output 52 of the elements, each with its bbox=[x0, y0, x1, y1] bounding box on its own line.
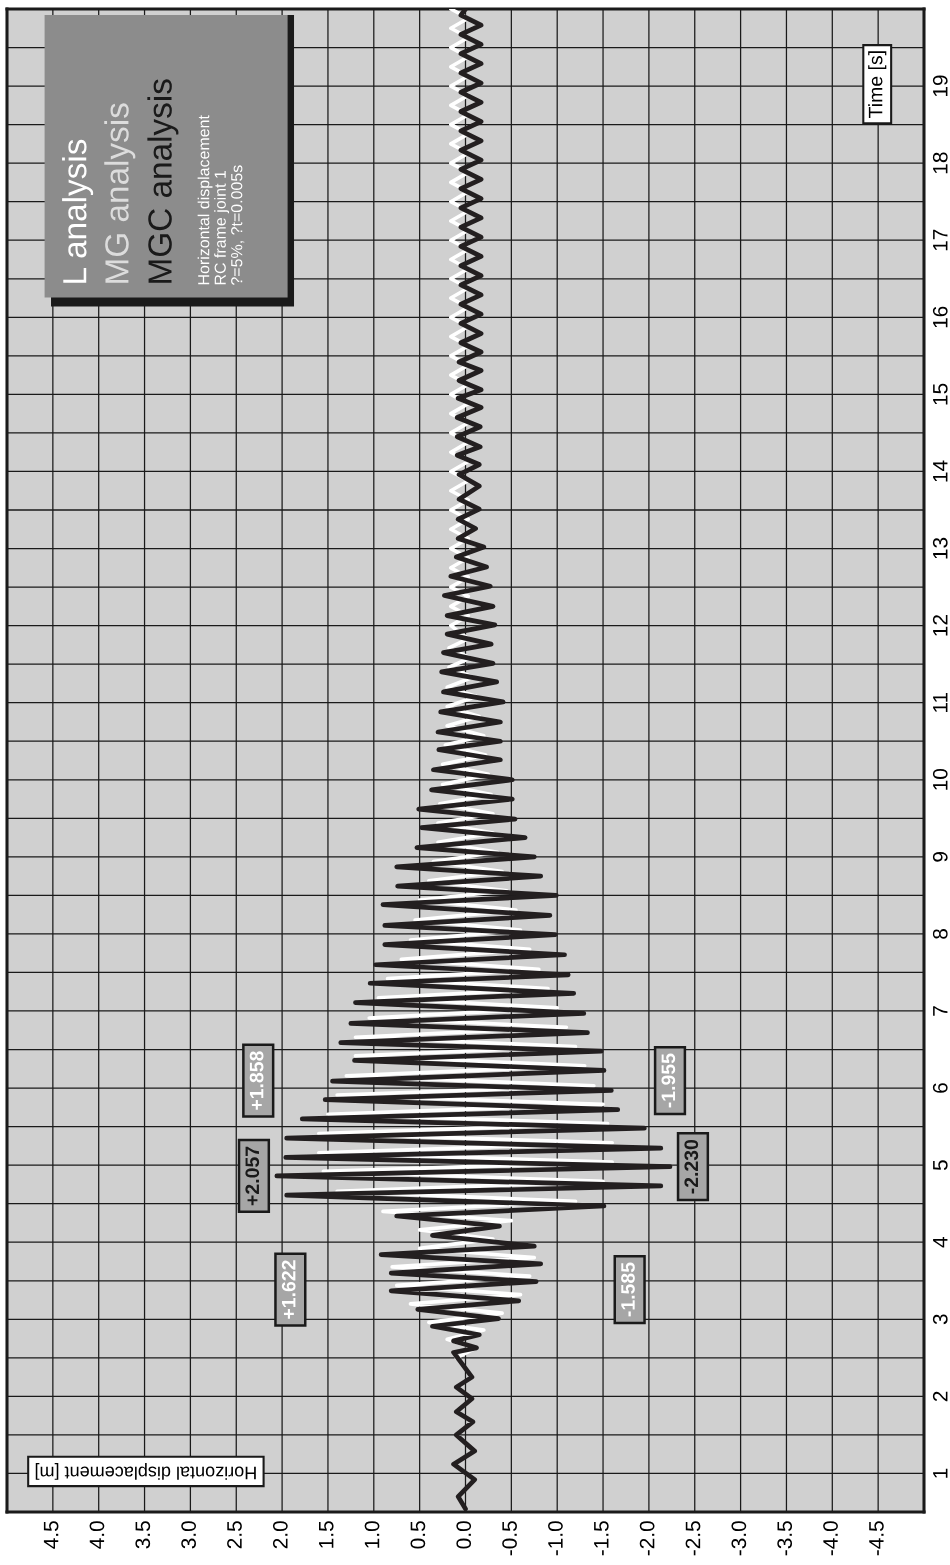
y-tick-label: 6 bbox=[932, 1083, 948, 1093]
x-tick-label: 3.5 bbox=[135, 1521, 151, 1549]
annotation: +2.057 bbox=[245, 1146, 260, 1206]
annotation: -1.955 bbox=[661, 1053, 676, 1108]
annotation: MGC analysis bbox=[147, 79, 179, 283]
x-tick-label: -1.0 bbox=[548, 1521, 563, 1556]
x-tick-label: 0.5 bbox=[410, 1521, 426, 1549]
annotation: RC frame joint 1 bbox=[214, 170, 230, 285]
y-tick-label: 1 bbox=[933, 1468, 948, 1478]
y-tick-label: 13 bbox=[932, 537, 948, 559]
y-tick-label: 16 bbox=[932, 306, 948, 328]
x-axis-title: Horizontal displacement [m] bbox=[35, 1463, 256, 1480]
y-tick-label: 2 bbox=[932, 1391, 948, 1402]
y-tick-label: 10 bbox=[932, 769, 948, 790]
y-tick-label: 4 bbox=[933, 1237, 948, 1248]
annotation: -2.230 bbox=[684, 1139, 699, 1194]
annotation: +1.858 bbox=[249, 1051, 264, 1110]
annotation: +1.622 bbox=[281, 1260, 296, 1319]
x-tick-label: -2.5 bbox=[685, 1521, 701, 1556]
x-tick-label: -2.0 bbox=[639, 1521, 655, 1556]
x-tick-label: 3.0 bbox=[181, 1521, 196, 1549]
x-tick-label: -4.0 bbox=[823, 1521, 838, 1556]
y-tick-label: 7 bbox=[933, 1006, 948, 1016]
x-tick-label: 2.0 bbox=[272, 1521, 288, 1549]
x-tick-label: 2.5 bbox=[227, 1521, 242, 1549]
y-tick-label: 19 bbox=[932, 75, 948, 97]
x-tick-label: -0.5 bbox=[502, 1521, 517, 1556]
y-tick-label: 14 bbox=[933, 460, 948, 482]
y-tick-label: 17 bbox=[933, 229, 948, 251]
x-tick-label: -3.0 bbox=[731, 1521, 747, 1556]
y-axis-title: Time [s] bbox=[868, 51, 887, 118]
y-tick-label: 5 bbox=[933, 1160, 948, 1171]
y-tick-label: 9 bbox=[932, 852, 948, 862]
annotation: Horizontal displacement bbox=[197, 115, 213, 285]
x-tick-label: 1.5 bbox=[319, 1521, 334, 1548]
y-tick-label: 8 bbox=[932, 929, 948, 939]
x-tick-label: -4.5 bbox=[869, 1521, 884, 1556]
annotation: MG analysis bbox=[104, 103, 136, 283]
x-tick-label: -3.5 bbox=[777, 1521, 793, 1556]
y-tick-label: 15 bbox=[933, 383, 948, 405]
annotation: ?=5%, ?t=0.005s bbox=[231, 165, 245, 285]
x-tick-label: 1.0 bbox=[364, 1521, 380, 1548]
x-tick-label: 0.0 bbox=[456, 1521, 472, 1549]
y-tick-label: 3 bbox=[932, 1314, 948, 1325]
x-tick-label: 4.5 bbox=[43, 1521, 59, 1549]
y-tick-label: 18 bbox=[932, 152, 948, 174]
x-tick-label: -1.5 bbox=[594, 1521, 609, 1556]
y-tick-label: 12 bbox=[932, 615, 948, 636]
annotation: L analysis bbox=[62, 139, 94, 283]
x-tick-label: 4.0 bbox=[89, 1521, 105, 1549]
annotation: -1.585 bbox=[621, 1262, 635, 1317]
y-tick-label: 11 bbox=[933, 692, 948, 712]
